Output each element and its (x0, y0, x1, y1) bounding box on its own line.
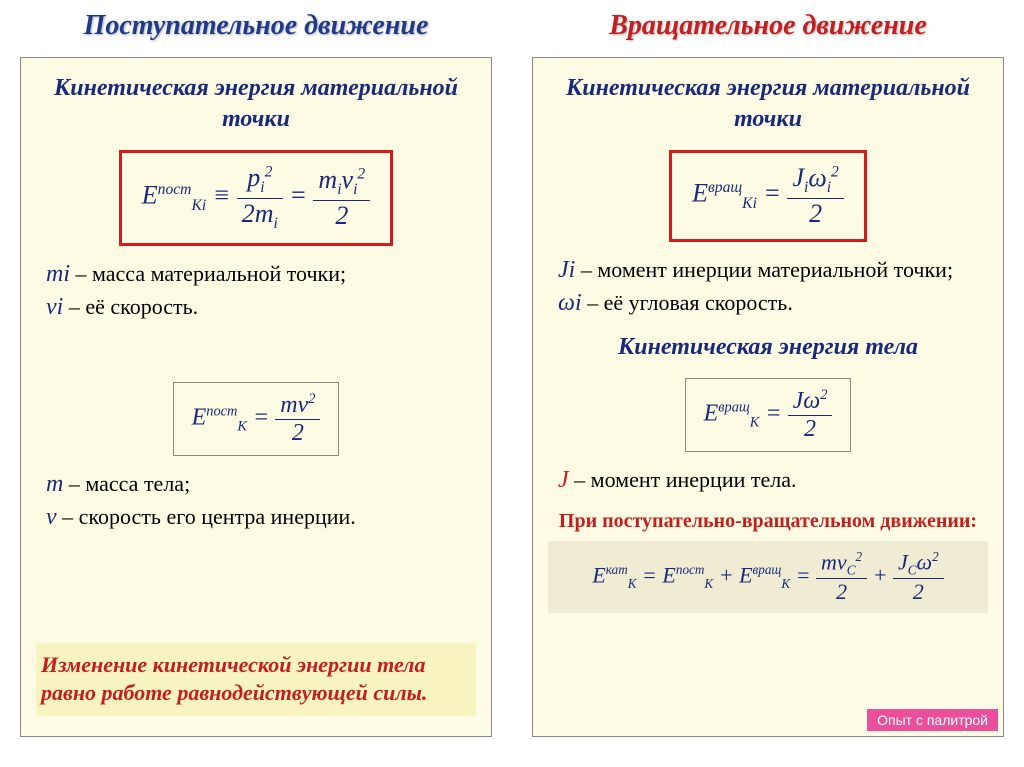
def-m-text: – масса тела; (63, 471, 190, 496)
formula-rotational-point: EвращKi = Jiωi22 (669, 150, 867, 241)
def-vi-text: – её скорость. (63, 294, 198, 319)
right-title: Вращательное движение (532, 10, 1004, 42)
left-defs-2: m – масса тела; v – скорость его центра … (46, 471, 476, 531)
def-vi: vi – её скорость. (46, 294, 476, 321)
right-defs-1: Ji – момент инерции материальной точки; … (558, 257, 988, 317)
palette-badge[interactable]: Опыт с палитрой (867, 709, 998, 731)
left-panel: Кинетическая энергия материальной точки … (20, 57, 492, 737)
right-subtitle-1: Кинетическая энергия материальной точки (548, 73, 988, 135)
def-mi: mi – масса материальной точки; (46, 261, 476, 288)
def-j: J – момент инерции тела. (558, 467, 988, 494)
def-mi-text: – масса материальной точки; (70, 261, 346, 286)
left-defs-1: mi – масса материальной точки; vi – её с… (46, 261, 476, 321)
def-ji: Ji – момент инерции материальной точки; (558, 257, 988, 284)
left-bottom-note: Изменение кинетической энергии тела равн… (36, 643, 476, 716)
left-column: Поступательное движение Кинетическая эне… (0, 0, 512, 767)
right-defs-2: J – момент инерции тела. (558, 467, 988, 494)
left-title: Поступательное движение (20, 10, 492, 42)
right-panel: Кинетическая энергия материальной точки … (532, 57, 1004, 737)
formula-combined: EкатK = EпостK + EвращK = mvC22 + JCω22 (548, 541, 988, 614)
def-wi: ωi – её угловая скорость. (558, 290, 988, 317)
formula-translational-point: EпостKi ≡ pi22mi = mivi22 (119, 150, 393, 245)
formula-translational-body: EпостK = mv22 (173, 382, 340, 456)
left-subtitle-2: Кинетическая энергия тела (36, 336, 476, 367)
right-column: Вращательное движение Кинетическая энерг… (512, 0, 1024, 767)
def-j-text: – момент инерции тела. (569, 467, 797, 492)
def-wi-text: – её угловая скорость. (582, 290, 793, 315)
combined-note: При поступательно-вращательном движении: (548, 509, 988, 533)
def-ji-text: – момент инерции материальной точки; (575, 257, 953, 282)
def-v: v – скорость его центра инерции. (46, 504, 476, 531)
def-m: m – масса тела; (46, 471, 476, 498)
right-subtitle-2: Кинетическая энергия тела (548, 332, 988, 363)
def-v-text: – скорость его центра инерции. (57, 504, 356, 529)
formula-rotational-body: EвращK = Jω22 (685, 378, 852, 452)
left-subtitle-1: Кинетическая энергия материальной точки (36, 73, 476, 135)
